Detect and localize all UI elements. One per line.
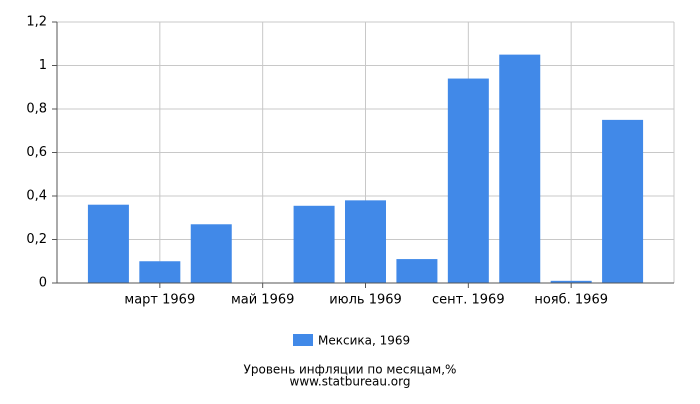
bar (190, 224, 232, 283)
x-tick-label: сент. 1969 (432, 293, 505, 308)
x-tick-label: март 1969 (124, 293, 195, 308)
y-tick-label: 0,6 (26, 145, 47, 160)
x-tick-label: нояб. 1969 (534, 293, 608, 308)
y-tick-label: 1 (39, 58, 47, 73)
bar (550, 280, 592, 283)
source: www.statbureau.org (290, 375, 411, 389)
y-tick-label: 0,2 (26, 232, 47, 247)
y-tick-label: 0,4 (26, 189, 47, 204)
bar (499, 54, 541, 283)
bar (396, 259, 438, 283)
legend-swatch (293, 334, 313, 346)
bar (345, 200, 386, 283)
legend-label: Мексика, 1969 (318, 334, 410, 348)
chart-title: Уровень инфляции по месяцам,% (244, 363, 457, 377)
bar (602, 119, 644, 283)
bar (87, 204, 129, 283)
bar (293, 205, 335, 283)
y-tick-label: 1,2 (26, 15, 47, 30)
y-tick-label: 0 (39, 276, 47, 291)
x-tick-label: май 1969 (231, 293, 294, 308)
bar (139, 261, 181, 283)
y-tick-label: 0,8 (26, 102, 47, 117)
x-tick-label: июль 1969 (329, 293, 402, 308)
bar (447, 78, 489, 283)
